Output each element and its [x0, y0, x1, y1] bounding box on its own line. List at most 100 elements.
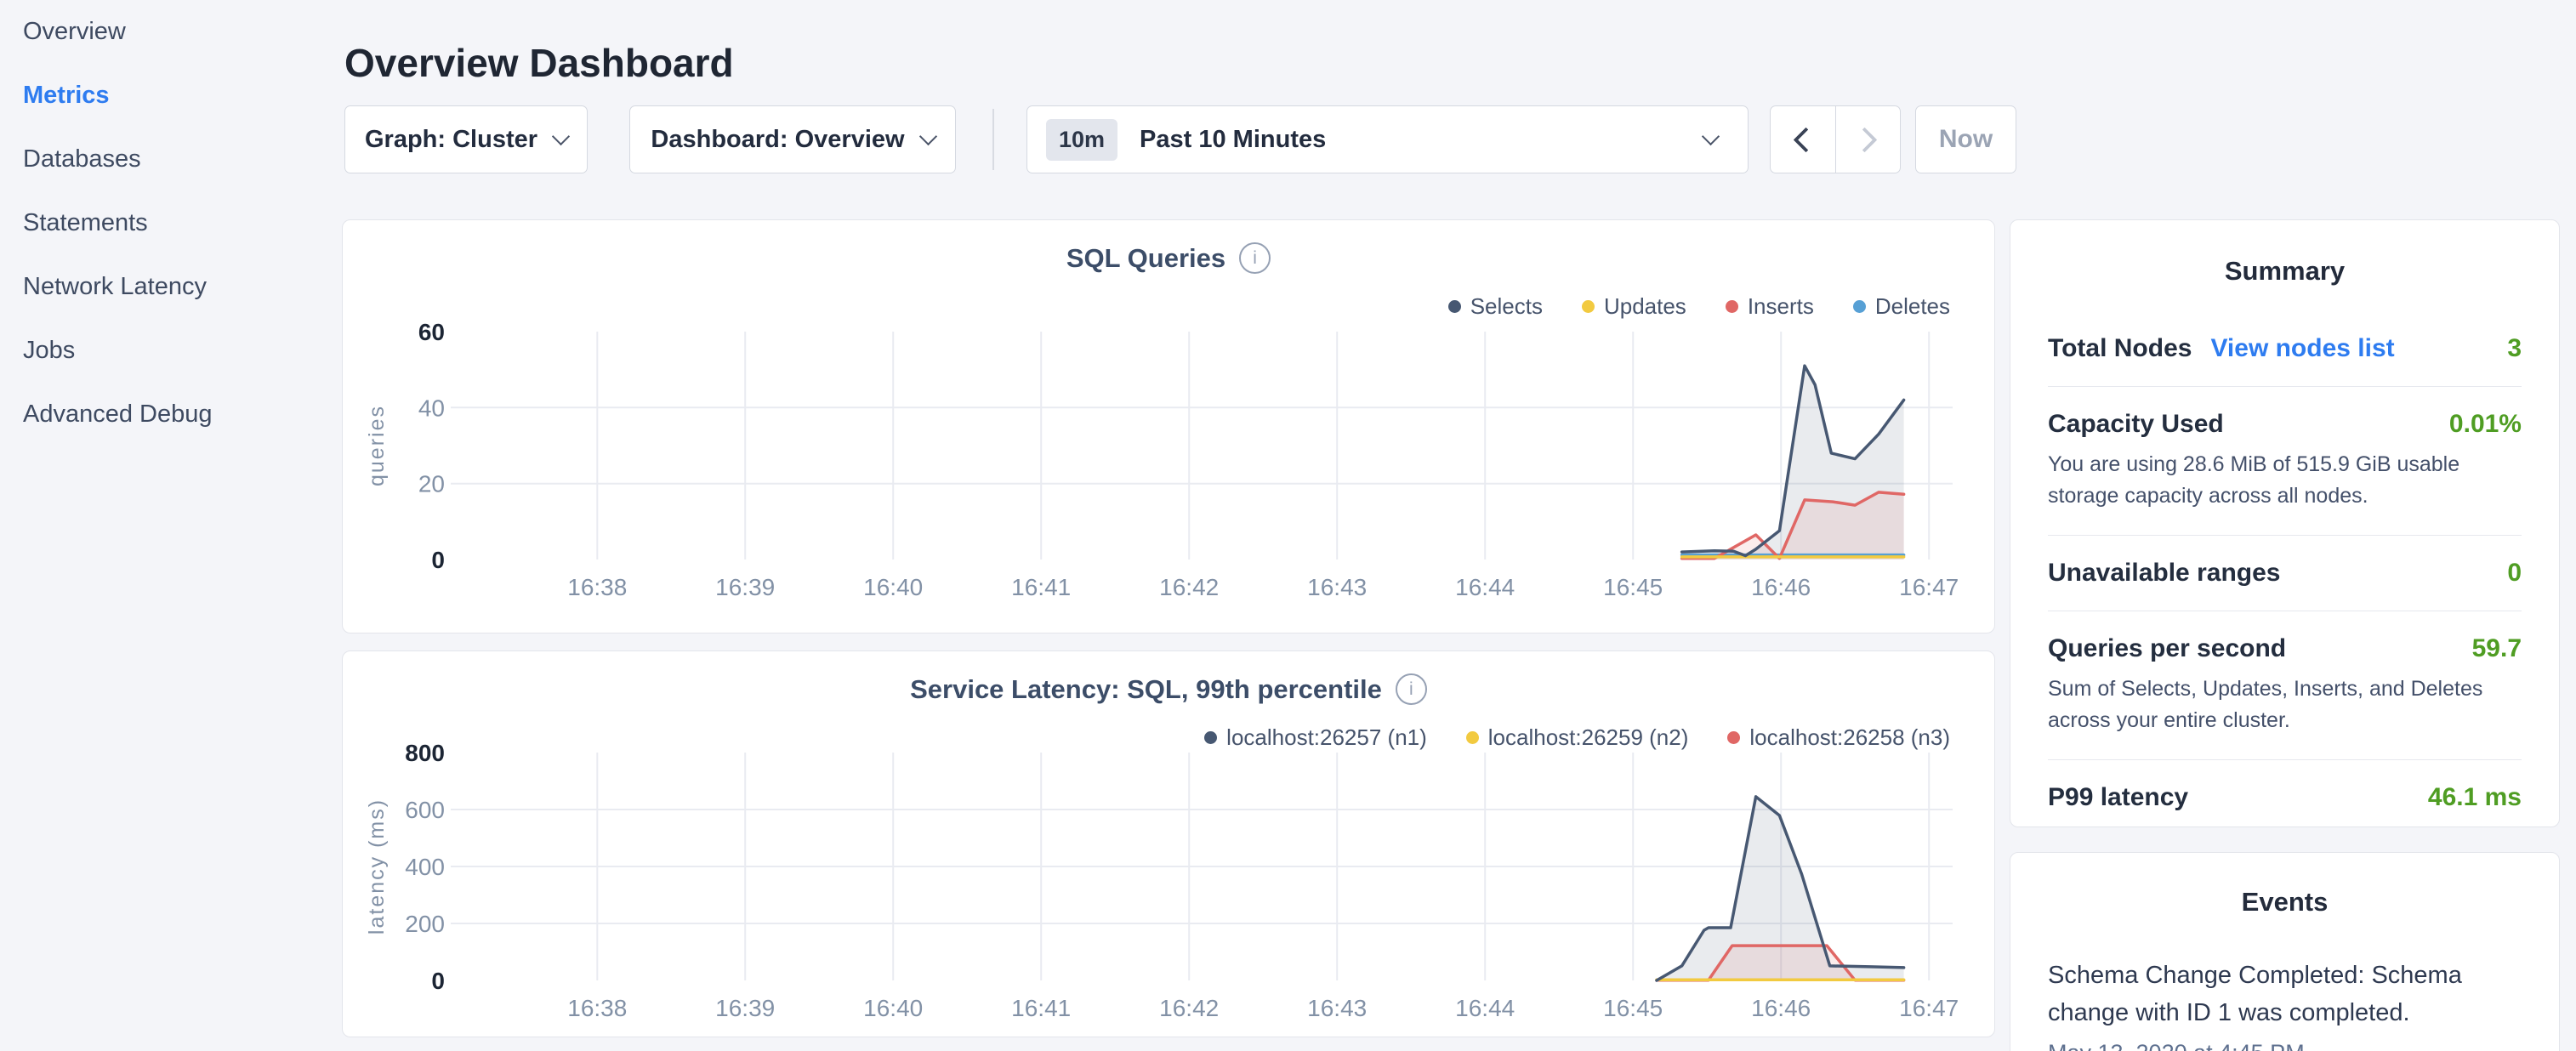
chart-plot-svg: 16:3816:3916:4016:4116:4216:4316:4416:45… — [343, 651, 1994, 1037]
chart-legend: Selects Updates Inserts Deletes — [1448, 293, 1950, 320]
summary-label: P99 latency — [2048, 783, 2188, 812]
time-backward-button[interactable] — [1771, 106, 1835, 173]
service-latency-card: 16:3816:3916:4016:4116:4216:4316:4416:45… — [342, 650, 1995, 1037]
svg-text:800: 800 — [405, 740, 445, 766]
summary-row-queries-per-second: Queries per second 59.7 — [2048, 634, 2522, 663]
legend-label: Deletes — [1875, 293, 1950, 320]
now-button[interactable]: Now — [1915, 105, 2016, 173]
svg-text:16:46: 16:46 — [1751, 574, 1811, 600]
db-console-metrics-page: Overview Metrics Databases Statements Ne… — [0, 0, 2576, 1051]
legend-item: localhost:26259 (n2) — [1466, 724, 1689, 751]
legend-label: localhost:26257 (n1) — [1226, 724, 1427, 751]
legend-item: Deletes — [1853, 293, 1950, 320]
svg-text:16:46: 16:46 — [1751, 995, 1811, 1021]
sidebar-item-metrics[interactable]: Metrics — [0, 64, 323, 128]
dashboard-dropdown[interactable]: Dashboard: Overview — [629, 105, 956, 173]
sidebar: Overview Metrics Databases Statements Ne… — [0, 0, 323, 446]
legend-dot-icon — [1448, 300, 1461, 313]
summary-description: You are using 28.6 MiB of 515.9 GiB usab… — [2048, 449, 2522, 512]
svg-text:16:40: 16:40 — [863, 995, 923, 1021]
time-range-label: Past 10 Minutes — [1140, 126, 1326, 154]
legend-item: Inserts — [1726, 293, 1814, 320]
legend-label: Updates — [1604, 293, 1686, 320]
now-button-label: Now — [1939, 125, 1993, 154]
info-icon[interactable]: i — [1239, 242, 1271, 274]
summary-row-unavailable-ranges: Unavailable ranges 0 — [2048, 559, 2522, 588]
svg-text:latency (ms): latency (ms) — [365, 798, 389, 935]
legend-dot-icon — [1582, 300, 1595, 313]
legend-item: Selects — [1448, 293, 1543, 320]
chevron-down-icon — [552, 128, 570, 145]
legend-label: localhost:26259 (n2) — [1488, 724, 1689, 751]
summary-title: Summary — [2048, 256, 2522, 287]
graph-scope-dropdown-label: Graph: Cluster — [365, 126, 537, 154]
svg-text:16:47: 16:47 — [1899, 995, 1959, 1021]
sql-queries-card: 16:3816:3916:4016:4116:4216:4316:4416:45… — [342, 219, 1995, 633]
sidebar-item-databases[interactable]: Databases — [0, 128, 323, 191]
legend-dot-icon — [1726, 300, 1738, 313]
svg-text:16:42: 16:42 — [1159, 574, 1219, 600]
legend-label: localhost:26258 (n3) — [1749, 724, 1950, 751]
divider — [2048, 535, 2522, 536]
svg-text:16:43: 16:43 — [1307, 574, 1367, 600]
svg-text:16:45: 16:45 — [1603, 574, 1663, 600]
svg-text:60: 60 — [418, 319, 445, 345]
summary-label: Capacity Used — [2048, 410, 2224, 439]
legend-dot-icon — [1727, 731, 1740, 744]
chart-legend: localhost:26257 (n1) localhost:26259 (n2)… — [1204, 724, 1950, 751]
events-panel: Events Schema Change Completed: Schema c… — [2010, 852, 2560, 1051]
summary-value: 59.7 — [2472, 634, 2522, 663]
summary-row-capacity-used: Capacity Used 0.01% — [2048, 410, 2522, 439]
svg-text:40: 40 — [418, 395, 445, 421]
sidebar-item-statements[interactable]: Statements — [0, 191, 323, 255]
event-message[interactable]: Schema Change Completed: Schema change w… — [2048, 957, 2503, 1031]
event-timestamp: May 13, 2020 at 4:45 PM — [2048, 1040, 2522, 1051]
legend-dot-icon — [1204, 731, 1217, 744]
svg-text:16:40: 16:40 — [863, 574, 923, 600]
legend-item: Updates — [1582, 293, 1686, 320]
svg-text:16:43: 16:43 — [1307, 995, 1367, 1021]
svg-text:600: 600 — [405, 797, 445, 823]
sidebar-item-jobs[interactable]: Jobs — [0, 319, 323, 383]
legend-dot-icon — [1853, 300, 1866, 313]
summary-label: Total Nodes — [2048, 334, 2192, 363]
chart-plot-svg: 16:3816:3916:4016:4116:4216:4316:4416:45… — [343, 220, 1994, 633]
summary-row-p99-latency: P99 latency 46.1 ms — [2048, 783, 2522, 812]
legend-label: Inserts — [1748, 293, 1814, 320]
chevron-down-icon — [1702, 128, 1720, 145]
summary-value: 46.1 ms — [2428, 783, 2522, 812]
view-nodes-list-link[interactable]: View nodes list — [2210, 334, 2394, 363]
chart-title: Service Latency: SQL, 99th percentile — [910, 674, 1382, 705]
svg-text:400: 400 — [405, 854, 445, 880]
legend-dot-icon — [1466, 731, 1479, 744]
time-range-dropdown[interactable]: 10m Past 10 Minutes — [1026, 105, 1749, 173]
summary-label: Unavailable ranges — [2048, 559, 2280, 588]
time-forward-button[interactable] — [1835, 106, 1901, 173]
info-icon[interactable]: i — [1396, 673, 1427, 705]
page-title: Overview Dashboard — [344, 40, 734, 86]
svg-text:16:42: 16:42 — [1159, 995, 1219, 1021]
svg-text:16:41: 16:41 — [1011, 995, 1071, 1021]
dashboard-dropdown-label: Dashboard: Overview — [651, 126, 904, 154]
svg-text:0: 0 — [431, 547, 445, 573]
svg-text:16:39: 16:39 — [715, 574, 775, 600]
legend-label: Selects — [1470, 293, 1543, 320]
summary-description: Sum of Selects, Updates, Inserts, and De… — [2048, 673, 2522, 736]
graph-scope-dropdown[interactable]: Graph: Cluster — [344, 105, 588, 173]
svg-text:16:47: 16:47 — [1899, 574, 1959, 600]
service-latency-plot: 16:3816:3916:4016:4116:4216:4316:4416:45… — [343, 651, 1994, 1037]
svg-text:16:44: 16:44 — [1455, 574, 1515, 600]
summary-row-total-nodes: Total Nodes View nodes list 3 — [2048, 334, 2522, 363]
sidebar-item-advanced-debug[interactable]: Advanced Debug — [0, 383, 323, 446]
summary-value: 0 — [2507, 559, 2522, 588]
svg-text:16:44: 16:44 — [1455, 995, 1515, 1021]
time-range-badge: 10m — [1046, 119, 1117, 161]
sidebar-item-overview[interactable]: Overview — [0, 0, 323, 64]
svg-text:16:41: 16:41 — [1011, 574, 1071, 600]
sidebar-item-network-latency[interactable]: Network Latency — [0, 255, 323, 319]
chevron-right-icon — [1851, 127, 1877, 152]
svg-text:0: 0 — [431, 968, 445, 994]
legend-item: localhost:26257 (n1) — [1204, 724, 1427, 751]
divider — [2048, 386, 2522, 387]
sql-queries-plot: 16:3816:3916:4016:4116:4216:4316:4416:45… — [343, 220, 1994, 633]
